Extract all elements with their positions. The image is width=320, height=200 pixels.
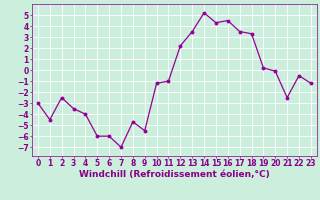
X-axis label: Windchill (Refroidissement éolien,°C): Windchill (Refroidissement éolien,°C) bbox=[79, 170, 270, 179]
